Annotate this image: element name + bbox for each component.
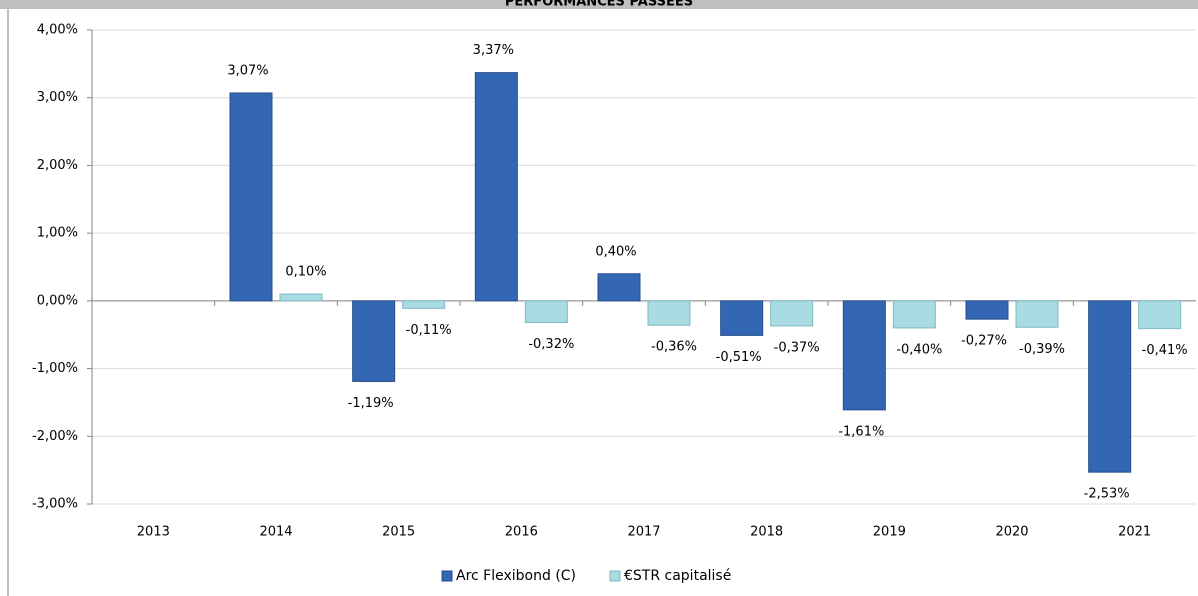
bar [1138,300,1182,330]
title-band [0,0,1198,9]
x-tick-label: 2015 [382,525,415,540]
data-label: -2,53% [1084,487,1130,502]
y-tick-label: -1,00% [32,361,78,376]
bar [1088,300,1132,473]
x-tick-label: 2014 [259,525,292,540]
bar [474,72,518,302]
legend-label: Arc Flexibond (C) [456,568,576,584]
bar [892,300,936,329]
bar [842,300,886,411]
y-tick-label: 0,00% [37,293,78,308]
data-label: -0,51% [716,350,762,365]
data-label: 0,40% [595,244,636,259]
data-label: -0,11% [406,323,452,338]
data-label: -0,41% [1142,343,1188,358]
x-tick-label: 2018 [750,525,783,540]
data-label: -0,27% [961,334,1007,349]
x-tick-label: 2021 [1118,525,1151,540]
data-label: -0,39% [1019,342,1065,357]
data-label: 3,07% [227,63,268,78]
x-tick-label: 2017 [627,525,660,540]
y-tick-label: 3,00% [37,90,78,105]
bar [597,273,641,302]
bar [524,300,568,324]
y-tick-label: -2,00% [32,429,78,444]
y-tick-label: -3,00% [32,497,78,512]
legend-swatch [441,570,453,582]
data-label: 0,10% [285,265,326,280]
bar [352,300,396,382]
bar [279,293,323,302]
data-label: -1,19% [348,396,394,411]
data-label: -0,32% [528,337,574,352]
bar [647,300,691,326]
bar [229,92,273,302]
x-tick-label: 2016 [505,525,538,540]
legend-label: €STR capitalisé [624,568,731,584]
y-tick-label: 1,00% [37,226,78,241]
data-label: -0,40% [896,342,942,357]
x-tick-label: 2019 [873,525,906,540]
data-label: 3,37% [473,43,514,58]
chart-title: PERFORMANCES PASSÉES [505,0,693,10]
bar [402,300,446,309]
y-tick-label: 4,00% [37,23,78,38]
bar [1015,300,1059,328]
legend-swatch [609,570,621,582]
data-label: -0,36% [651,340,697,355]
x-tick-label: 2020 [995,525,1028,540]
bar [720,300,764,336]
bar [770,300,814,327]
y-tick-label: 2,00% [37,158,78,173]
x-tick-label: 2013 [137,525,170,540]
data-label: -0,37% [774,340,820,355]
bar [965,300,1009,320]
data-label: -1,61% [838,424,884,439]
